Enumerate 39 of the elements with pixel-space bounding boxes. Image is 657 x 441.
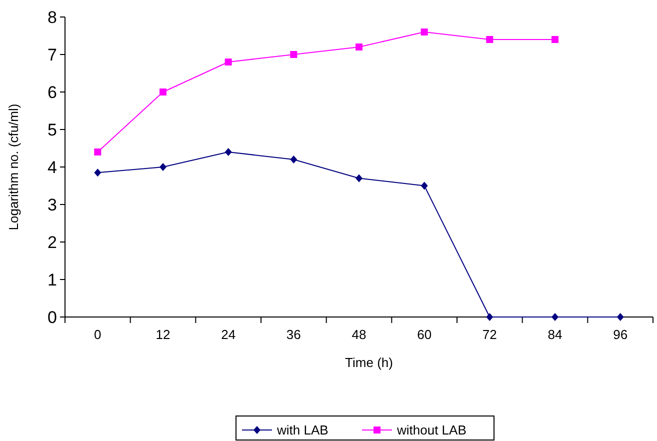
point: [552, 36, 558, 43]
y-tick-label: 2: [48, 232, 57, 252]
point: [420, 28, 428, 36]
point: [420, 182, 428, 190]
point: [160, 88, 166, 96]
point: [486, 36, 494, 43]
x-tick-label: 84: [548, 327, 562, 342]
x-axis-title: Time (h): [345, 355, 393, 370]
legend-label: with LAB: [276, 422, 328, 438]
point: [290, 51, 298, 58]
x-tick-label: 12: [156, 327, 170, 342]
y-tick-label: 3: [48, 195, 57, 214]
x-tick-label: 24: [221, 327, 236, 342]
point: [552, 313, 558, 321]
point: [356, 44, 362, 50]
y-tick-label: 1: [48, 270, 57, 290]
x-tick-label: 60: [417, 327, 432, 342]
point: [356, 174, 362, 182]
y-tick-label: 4: [48, 158, 57, 177]
x-tick-label: 36: [286, 327, 301, 342]
point: [224, 148, 232, 156]
point: [290, 156, 298, 164]
y-tick-label: 0: [48, 308, 57, 327]
y-tick-label: 8: [48, 8, 57, 27]
x-tick-label: 96: [613, 327, 628, 342]
point: [616, 313, 624, 321]
x-tick-label: 0: [94, 327, 102, 342]
point: [94, 168, 102, 177]
legend-label: without LAB: [396, 422, 466, 438]
y-tick-label: 6: [48, 82, 57, 102]
point: [160, 163, 166, 171]
y-tick-label: 7: [48, 45, 57, 64]
point: [224, 58, 232, 66]
x-tick-label: 48: [352, 327, 366, 342]
x-tick-label: 72: [482, 327, 497, 342]
y-tick-label: 5: [48, 120, 57, 140]
point: [486, 313, 494, 321]
y-axis-title: Logarithm no. (cfu/ml): [6, 104, 21, 230]
point: [94, 148, 102, 156]
